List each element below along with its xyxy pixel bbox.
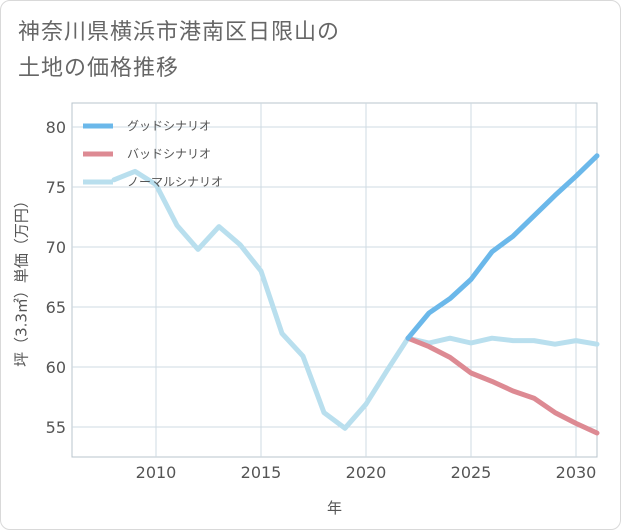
x-tick-label: 2010 — [136, 463, 177, 482]
x-tick-label: 2025 — [451, 463, 492, 482]
y-tick-label: 75 — [46, 178, 66, 197]
chart-title: 神奈川県横浜市港南区日限山の 土地の価格推移 — [18, 15, 340, 87]
chart-title-line2: 土地の価格推移 — [18, 56, 180, 81]
chart-title-line1: 神奈川県横浜市港南区日限山の — [18, 20, 341, 45]
legend-label-1: バッドシナリオ — [127, 147, 211, 161]
x-tick-label: 2030 — [556, 463, 597, 482]
y-tick-label: 55 — [46, 418, 66, 437]
series-lines — [111, 153, 600, 436]
plot-frame — [71, 102, 598, 458]
series-line-0 — [405, 153, 600, 341]
y-tick-label: 80 — [46, 118, 66, 137]
x-axis-ticks: 2010 2015 2020 2025 2030 — [136, 463, 597, 482]
legend-label-0: グッドシナリオ — [127, 119, 211, 133]
x-tick-label: 2020 — [346, 463, 387, 482]
x-tick-label: 2015 — [241, 463, 282, 482]
grid — [71, 102, 598, 458]
y-axis-ticks: 55 60 65 70 75 80 — [46, 118, 66, 437]
series-line-2 — [111, 168, 600, 431]
y-tick-label: 60 — [46, 358, 66, 377]
y-tick-label: 70 — [46, 238, 66, 257]
y-axis-label: 坪（3.3㎡）単価（万円） — [13, 193, 31, 367]
legend-label-2: ノーマルシナリオ — [127, 175, 223, 189]
series-line-1 — [405, 335, 600, 436]
y-tick-label: 65 — [46, 298, 66, 317]
x-axis-label: 年 — [327, 499, 342, 517]
